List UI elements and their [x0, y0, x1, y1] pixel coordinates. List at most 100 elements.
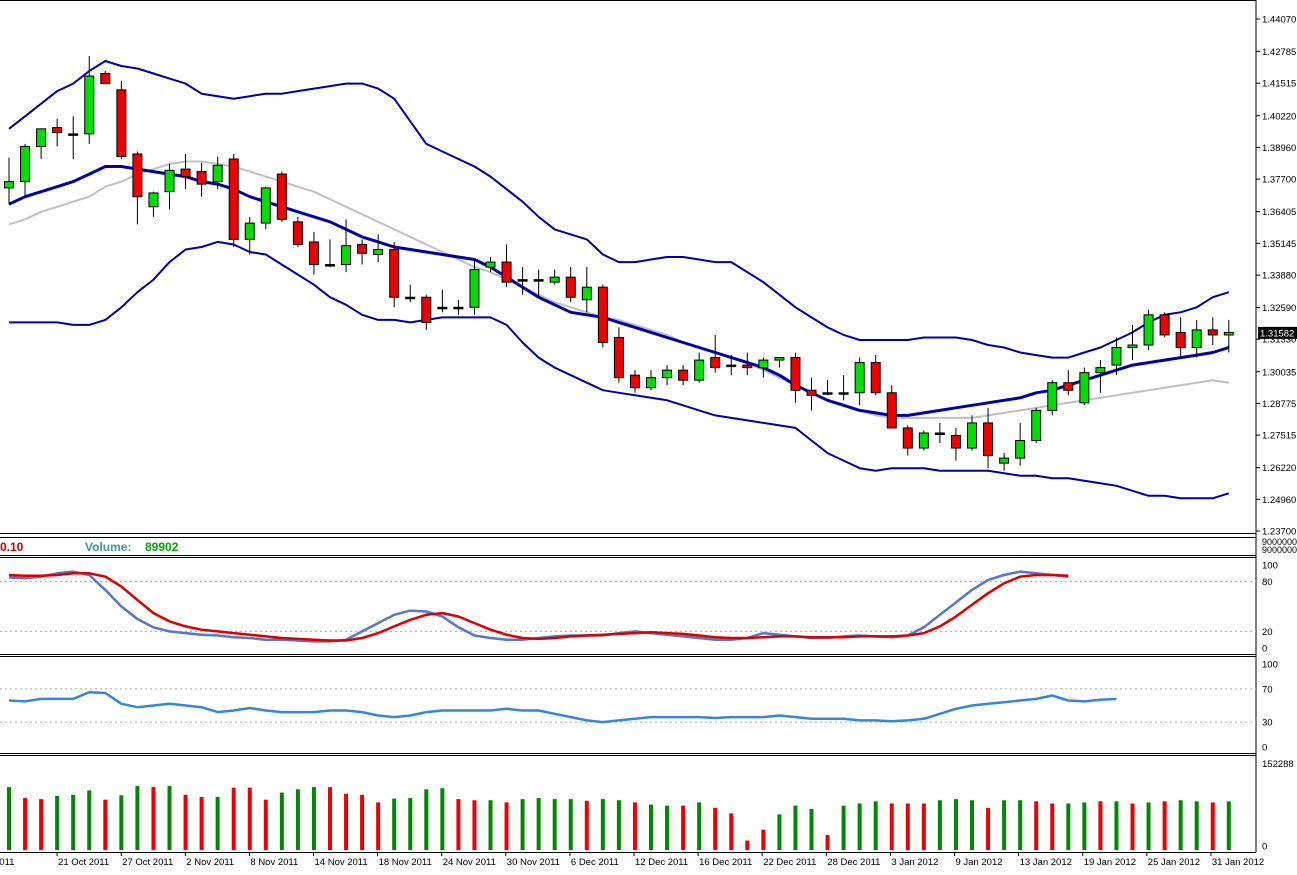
candle-body	[453, 306, 464, 310]
candle	[1111, 337, 1122, 376]
volume-bar	[536, 798, 541, 850]
price-tick-label: 1.24960	[1262, 495, 1296, 506]
candle-body	[341, 245, 352, 266]
volume-bar	[777, 814, 782, 850]
price-tick-label: 1.23700	[1262, 527, 1296, 538]
candle-body	[533, 279, 544, 282]
time-tick-label: 9 Jan 2012	[956, 857, 1003, 868]
volume-bar	[1226, 801, 1231, 850]
volume-bar	[1130, 803, 1135, 850]
candle-body	[1031, 409, 1042, 442]
volume-strip-tick-label: 9000000	[1262, 537, 1297, 547]
candle	[999, 453, 1010, 471]
candle-body	[726, 364, 737, 368]
price-tick-label: 1.44070	[1262, 15, 1296, 26]
candle	[1015, 422, 1026, 466]
volume-bar	[825, 835, 830, 850]
candle	[694, 352, 705, 383]
candle	[196, 162, 207, 197]
candle-body	[597, 286, 608, 343]
volume-bar	[247, 787, 252, 850]
candle	[533, 269, 544, 298]
volume-bar	[665, 805, 670, 850]
volume-bar	[1114, 801, 1119, 850]
candle	[389, 241, 400, 308]
volume-bar	[199, 796, 204, 850]
bollinger-lower-band	[9, 240, 1230, 500]
candle-body	[164, 169, 175, 193]
candle-body	[854, 362, 865, 394]
price-pane: 1.44070 1.42785 1.41515 1.40220 1.38960 1.377…	[4, 15, 1296, 538]
price-tick-label: 1.41515	[1262, 79, 1296, 90]
volume-bar	[1018, 800, 1023, 850]
candle	[983, 407, 994, 469]
candle-body	[581, 286, 592, 301]
current-price-marker: 1.31582	[1258, 326, 1297, 339]
candle-body	[1079, 372, 1090, 404]
volume-bar	[1210, 802, 1215, 850]
price-tick-label: 1.33880	[1262, 271, 1296, 282]
volume-bar	[649, 804, 653, 850]
volume-bar	[119, 795, 124, 850]
volume-bar	[472, 800, 477, 850]
time-tick-label: 28 Dec 2011	[827, 857, 880, 868]
bollinger-upper-band	[8, 60, 1230, 359]
candle-body	[52, 127, 63, 134]
candle-body	[870, 362, 881, 394]
price-tick-label: 1.36405	[1262, 207, 1296, 218]
left-value-readout: 0.10	[0, 540, 24, 554]
candle	[437, 289, 448, 313]
candle-body	[983, 422, 994, 457]
candle	[453, 299, 464, 315]
candle-body	[678, 369, 689, 381]
volume-bar	[103, 799, 108, 850]
candle	[308, 231, 319, 275]
candle	[742, 352, 753, 376]
volume-bar	[344, 793, 349, 850]
candle	[20, 143, 31, 197]
volume-bar	[55, 795, 60, 850]
price-tick-label: 1.40220	[1262, 111, 1296, 122]
candle-body	[212, 164, 223, 183]
time-tick-label: 13 Jan 2012	[1020, 857, 1072, 868]
volume-bar	[905, 803, 910, 850]
volume-bar	[135, 786, 140, 850]
candle	[276, 171, 287, 222]
candle	[1047, 380, 1058, 416]
candle-body	[1111, 347, 1122, 366]
volume-bar	[568, 799, 573, 850]
candle	[1031, 407, 1042, 444]
time-tick-label: 2 Nov 2011	[186, 857, 234, 868]
candle-body	[646, 377, 656, 389]
candle-body	[36, 128, 47, 147]
stochastic-pane: 100 80 20 0	[0, 561, 1278, 655]
volume-bar	[841, 805, 846, 850]
stochastic-tick-label: 100	[1262, 561, 1278, 572]
candle-body	[742, 364, 753, 369]
candle	[1079, 367, 1090, 406]
candle	[950, 427, 961, 461]
rsi-tick-label: 70	[1262, 684, 1273, 695]
candle-body	[148, 192, 159, 208]
volume-bar	[921, 803, 926, 850]
candle	[260, 186, 271, 230]
candle-body	[950, 434, 961, 449]
volume-bar	[889, 803, 894, 850]
candle	[116, 81, 127, 160]
candle	[517, 267, 528, 295]
volume-bar	[793, 805, 798, 850]
volume-bar	[279, 792, 284, 850]
volume-tick-label: 0	[1262, 842, 1267, 853]
candle	[838, 375, 849, 401]
candle-body	[790, 357, 801, 391]
candle-body	[1175, 331, 1186, 349]
candle-body	[485, 261, 496, 268]
candle-body	[1191, 329, 1202, 349]
candle-body	[1015, 440, 1026, 459]
rsi-tick-label: 0	[1262, 743, 1267, 754]
candle	[934, 422, 945, 444]
candle	[549, 269, 560, 285]
candle	[212, 156, 223, 190]
candle-body	[405, 296, 416, 300]
